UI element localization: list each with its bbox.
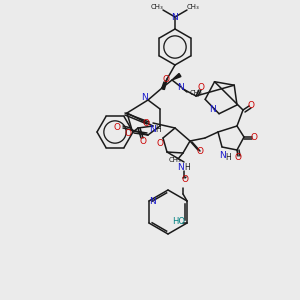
Text: O: O bbox=[163, 76, 170, 85]
Text: HO: HO bbox=[172, 217, 186, 226]
Text: O: O bbox=[142, 119, 149, 128]
Text: O: O bbox=[113, 124, 121, 133]
Text: CH₃: CH₃ bbox=[190, 90, 203, 96]
Text: H: H bbox=[184, 163, 190, 172]
Text: O: O bbox=[248, 100, 254, 109]
Text: N: N bbox=[219, 151, 225, 160]
Text: N: N bbox=[178, 163, 184, 172]
Polygon shape bbox=[162, 79, 167, 90]
Text: CH₃: CH₃ bbox=[169, 157, 182, 163]
Text: CH₃: CH₃ bbox=[151, 4, 164, 10]
Text: N: N bbox=[210, 104, 216, 113]
Text: N: N bbox=[178, 82, 184, 91]
Text: O: O bbox=[197, 83, 205, 92]
Text: N: N bbox=[142, 94, 148, 103]
Text: O: O bbox=[250, 133, 257, 142]
Text: O: O bbox=[235, 154, 242, 163]
Text: N: N bbox=[150, 196, 156, 206]
Text: H: H bbox=[225, 152, 231, 161]
Text: CH₃: CH₃ bbox=[187, 4, 200, 10]
Polygon shape bbox=[172, 74, 181, 80]
Text: O: O bbox=[140, 137, 146, 146]
Text: H: H bbox=[155, 125, 161, 134]
Text: O: O bbox=[182, 176, 188, 184]
Text: O: O bbox=[157, 140, 164, 148]
Text: O: O bbox=[196, 148, 203, 157]
Text: N: N bbox=[172, 13, 178, 22]
Text: N: N bbox=[150, 125, 156, 134]
Text: O: O bbox=[124, 128, 131, 137]
